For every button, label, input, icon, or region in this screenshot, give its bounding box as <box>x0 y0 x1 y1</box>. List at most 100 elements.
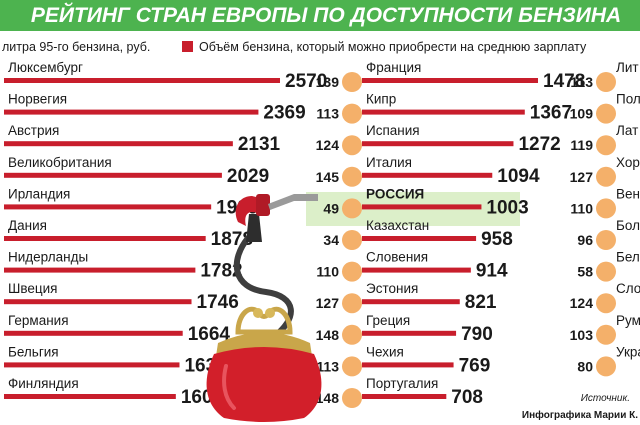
price-value: 127 <box>570 169 594 185</box>
country-label: Ирландия <box>8 186 70 201</box>
price-circle <box>342 261 362 282</box>
price-circle <box>596 135 616 156</box>
volume-value: 1094 <box>497 166 540 187</box>
price-circle <box>342 230 362 250</box>
country-label: Финляндия <box>8 376 79 391</box>
price-value: 96 <box>577 232 593 248</box>
volume-bar <box>4 109 259 115</box>
price-value: 113 <box>316 106 339 122</box>
volume-value: 1367 <box>530 103 572 124</box>
price-value: 58 <box>577 264 593 280</box>
country-label: Франция <box>366 60 421 75</box>
volume-bar <box>362 172 493 178</box>
volume-bar <box>4 78 280 83</box>
volume-value: 958 <box>481 229 513 250</box>
country-label: Испания <box>366 123 420 138</box>
price-circle <box>596 261 616 282</box>
country-label: Пол <box>616 92 640 107</box>
volume-bar <box>4 394 176 399</box>
country-label: Норвегия <box>8 92 67 107</box>
price-circle <box>342 72 362 92</box>
country-label: Германия <box>8 313 69 328</box>
price-circle <box>342 135 362 156</box>
volume-bar <box>4 204 212 210</box>
volume-value: 821 <box>465 292 497 313</box>
volume-value: 1782 <box>200 261 242 282</box>
volume-value: 769 <box>459 355 491 376</box>
country-label: Вен <box>616 186 640 201</box>
price-value: 109 <box>570 106 594 122</box>
title-band <box>0 0 640 31</box>
price-value: 110 <box>316 264 339 280</box>
country-label: Хор <box>616 155 640 170</box>
country-label: Люксембург <box>8 60 83 75</box>
country-label: Швеция <box>8 281 58 296</box>
price-circle <box>596 72 616 92</box>
legend-price-label: литра 95-го бензина, руб. <box>2 40 150 54</box>
price-circle <box>342 293 362 314</box>
price-value: 34 <box>323 232 339 248</box>
price-value: 127 <box>316 295 340 311</box>
country-label: Казахстан <box>366 218 429 233</box>
price-circle <box>596 356 616 377</box>
country-label: Бол <box>616 218 640 233</box>
price-value: 113 <box>316 358 339 374</box>
price-value: 139 <box>316 74 340 90</box>
price-value: 103 <box>570 327 594 343</box>
volume-value: 2570 <box>285 71 327 92</box>
price-circle <box>596 293 616 314</box>
price-circle <box>342 388 362 408</box>
price-value: 148 <box>316 390 340 406</box>
volume-value: 790 <box>461 324 493 345</box>
credit-label: Инфографика Марии К. <box>522 409 638 421</box>
country-label: Рум <box>616 313 640 328</box>
volume-value: 2369 <box>263 103 305 124</box>
volume-bar <box>362 362 454 368</box>
volume-bar <box>362 236 477 241</box>
volume-value: 1003 <box>486 197 528 218</box>
country-label: Греция <box>366 313 410 328</box>
country-label: Словения <box>366 250 428 265</box>
volume-bar <box>362 78 538 83</box>
volume-bar <box>362 109 525 115</box>
price-circle <box>342 324 362 345</box>
price-value: 113 <box>570 74 593 90</box>
price-circle <box>342 166 362 187</box>
price-circle <box>596 103 616 124</box>
volume-bar <box>4 299 192 305</box>
volume-bar <box>4 267 196 273</box>
country-label: Португалия <box>366 376 438 391</box>
country-label: Лат <box>616 123 638 138</box>
price-value: 124 <box>316 137 340 153</box>
volume-value: 708 <box>451 387 483 408</box>
country-label: Бел <box>616 250 640 265</box>
price-circle <box>342 356 362 377</box>
volume-value: 914 <box>476 261 508 282</box>
country-label: Кипр <box>366 92 396 107</box>
country-label: Дания <box>8 218 47 233</box>
country-label: Чехия <box>366 344 404 359</box>
price-value: 80 <box>577 358 593 374</box>
volume-bar <box>362 299 460 305</box>
country-label: Великобритания <box>8 155 112 170</box>
price-circle <box>342 103 362 124</box>
price-circle <box>596 230 616 250</box>
volume-bar <box>4 236 206 241</box>
price-value: 110 <box>570 200 593 216</box>
country-label: Бельгия <box>8 344 59 359</box>
legend-volume-label: Объём бензина, который можно приобрести … <box>199 40 587 54</box>
volume-bar <box>4 362 180 368</box>
country-label: РОССИЯ <box>366 186 424 201</box>
volume-bar <box>4 330 183 336</box>
volume-bar <box>362 394 447 399</box>
price-circle <box>596 198 616 219</box>
purse-illustration <box>206 306 322 422</box>
country-label: Эстония <box>366 281 418 296</box>
source-label: Источник. <box>581 393 630 404</box>
price-circle <box>342 198 362 219</box>
country-label: Укра <box>616 344 640 359</box>
volume-bar <box>4 172 222 178</box>
price-circle <box>596 324 616 345</box>
volume-value: 2029 <box>227 166 269 187</box>
country-label: Сло <box>616 281 640 296</box>
